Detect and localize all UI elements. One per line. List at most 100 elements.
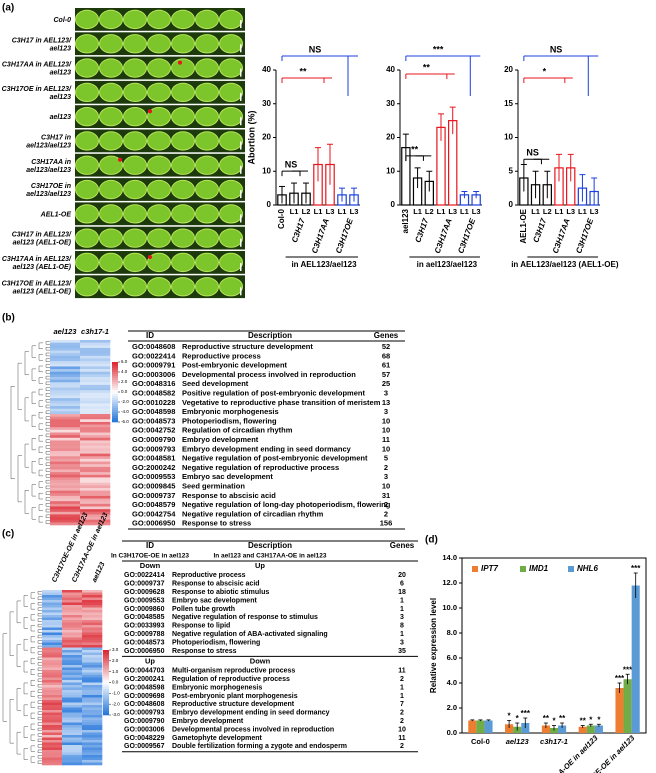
heat-cell	[80, 350, 111, 354]
gene-count: 3	[384, 407, 388, 416]
gene-count: 10	[382, 481, 390, 490]
heat-cell	[50, 355, 81, 359]
heat-cell	[82, 620, 103, 623]
heat-cell	[50, 361, 81, 365]
color-scale	[112, 364, 118, 367]
heat-cell	[82, 605, 103, 608]
heat-cell	[50, 408, 81, 412]
go-description: Reproductive structure development	[182, 342, 313, 351]
seed	[123, 34, 147, 54]
heat-cell	[42, 607, 63, 611]
heat-cell	[80, 398, 111, 402]
seed	[99, 107, 123, 127]
go-description: Seed development	[182, 379, 249, 388]
color-scale	[112, 408, 118, 411]
heat-cell	[42, 657, 63, 661]
go-id: GO:0048608	[132, 342, 175, 351]
heat-cell	[80, 437, 111, 441]
heat-cell	[42, 590, 63, 593]
go-description: Response to lipid	[172, 623, 230, 630]
y-tick-label: 8.0	[447, 628, 457, 637]
go-id: GO:0009845	[132, 481, 175, 490]
heat-cell	[82, 762, 103, 766]
heat-cell	[82, 705, 103, 708]
go-id: GO:0048316	[132, 379, 175, 388]
seed	[195, 155, 219, 175]
gene-count: 3	[384, 472, 388, 481]
y-axis-label: Relative expression level	[429, 598, 438, 693]
color-scale	[103, 658, 109, 662]
heat-cell	[42, 600, 63, 603]
heat-cell	[50, 453, 81, 457]
significance-label: *	[516, 714, 520, 723]
heat-cell	[62, 720, 83, 723]
bar	[476, 720, 485, 733]
seed	[195, 277, 219, 297]
color-scale	[103, 663, 109, 666]
heat-cell	[42, 610, 63, 613]
heat-cell	[62, 697, 83, 701]
heat-cell	[82, 717, 103, 721]
heat-cell	[82, 722, 103, 726]
gene-count: 68	[382, 351, 390, 360]
significance-label: ***	[631, 564, 641, 573]
heatmap-column-label: c3h17-1	[81, 327, 109, 336]
heat-cell	[50, 406, 81, 410]
heat-cell	[50, 369, 81, 373]
heat-cell	[62, 635, 83, 638]
seed-row-label: C3H17AA in AEL123/	[2, 256, 72, 263]
heat-cell	[80, 474, 111, 478]
seed	[99, 131, 123, 151]
seed	[219, 131, 243, 151]
heat-cell	[62, 592, 83, 596]
seed	[219, 252, 243, 273]
group-label: C3H17	[531, 217, 548, 244]
go-id: GO:0042752	[132, 426, 175, 435]
y-tick-label: 2.0	[447, 703, 457, 712]
heat-cell	[82, 677, 103, 681]
heat-cell	[82, 642, 103, 646]
color-scale	[103, 691, 109, 694]
go-id: GO:0009628	[124, 589, 165, 596]
heat-cell	[42, 667, 63, 671]
go-id: GO:0010228	[132, 398, 175, 407]
go-description: Vegetative to reproductive phase transit…	[182, 398, 381, 407]
x-tick-label: L1	[437, 207, 446, 216]
go-id: GO:0009737	[124, 581, 165, 588]
color-scale	[103, 702, 109, 705]
y-tick-label: 40	[386, 65, 395, 74]
seed	[99, 228, 123, 248]
go-description: Response to abscisic acid	[172, 581, 260, 588]
go-id: GO:0009788	[124, 631, 165, 638]
seed	[75, 58, 99, 78]
y-tick-label: 30	[262, 99, 271, 108]
seed-row-label: C3H17 in AEL123/	[12, 232, 72, 239]
seed	[75, 277, 99, 297]
heat-cell	[82, 700, 103, 703]
go-description: Reproductive structure development	[172, 701, 295, 708]
x-tick-label: L1	[460, 207, 469, 216]
color-scale	[103, 686, 109, 690]
y-tick-label: 10	[262, 166, 271, 175]
seed	[171, 228, 195, 248]
color-scale	[103, 699, 109, 703]
gene-count: 18	[398, 589, 406, 596]
gene-count: 1	[400, 597, 404, 604]
aborted-mark	[178, 60, 182, 65]
heat-cell	[42, 680, 63, 683]
seed	[147, 155, 171, 175]
color-scale	[103, 673, 109, 677]
heat-cell	[50, 519, 81, 523]
table-header: Genes	[390, 541, 415, 550]
gene-count: 10	[398, 726, 406, 733]
heat-cell	[42, 732, 63, 736]
color-scale	[112, 400, 118, 403]
heat-cell	[80, 353, 111, 357]
heat-cell	[62, 670, 83, 673]
heat-cell	[62, 610, 83, 613]
heat-cell	[50, 427, 81, 431]
go-id: GO:0009698	[124, 693, 165, 700]
significance-label: ***	[433, 44, 444, 54]
heat-cell	[80, 477, 111, 481]
heat-cell	[80, 371, 111, 375]
